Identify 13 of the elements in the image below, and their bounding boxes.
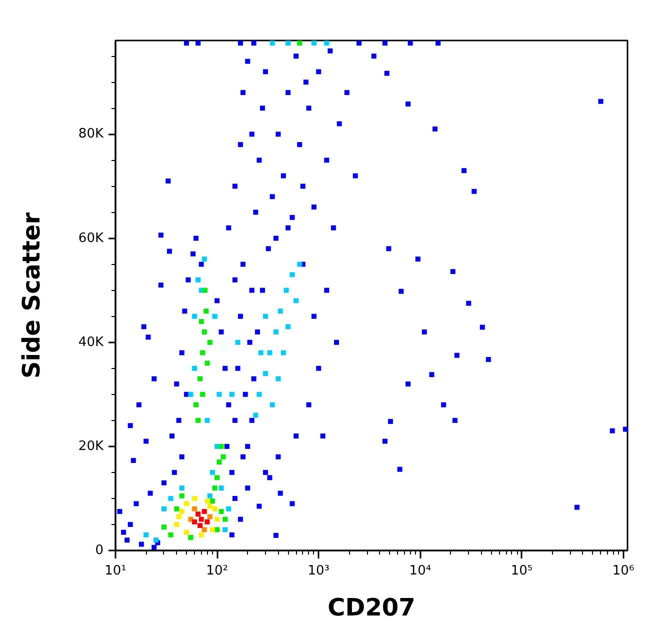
x-tick-label: 10⁵	[510, 564, 533, 578]
x-tick-label: 10⁶	[612, 564, 634, 578]
y-tick-label: 40K	[78, 334, 104, 350]
y-axis-title: Side Scatter	[17, 212, 46, 379]
x-tick-label: 10⁴	[409, 564, 432, 578]
x-tick-label: 10³	[308, 564, 330, 578]
y-tick-label: 80K	[78, 126, 104, 142]
y-tick-label: 0	[95, 543, 104, 558]
x-tick-label: 10²	[206, 564, 228, 578]
x-tick-label: 10¹	[104, 564, 126, 578]
x-axis-title: CD207	[328, 594, 416, 622]
y-tick-label: 60K	[78, 230, 104, 246]
y-tick-label: 20K	[78, 438, 104, 454]
